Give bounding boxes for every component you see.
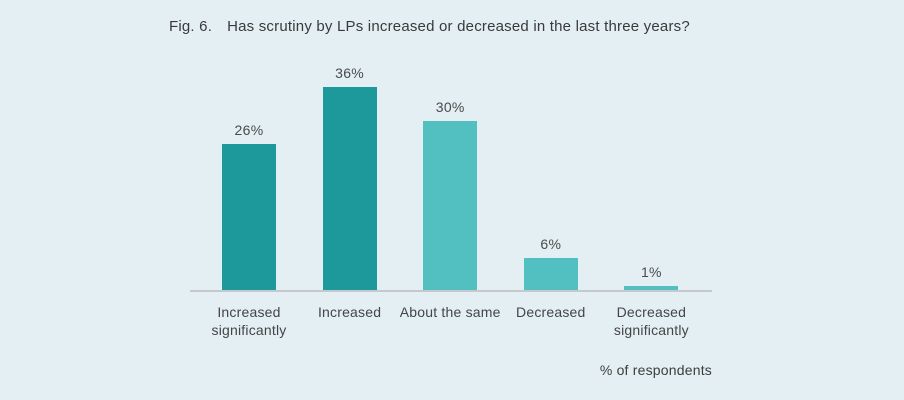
category-label-decreased: Decreased xyxy=(516,304,586,320)
figure-number: Fig. 6. xyxy=(169,18,213,35)
category-label-about-the-same: About the same xyxy=(399,304,501,320)
category-label-increased-significantly: Increased significantly xyxy=(211,304,287,338)
category-label-increased: Increased xyxy=(317,304,382,320)
value-label-increased: 36% xyxy=(335,64,365,81)
bar-increased xyxy=(322,86,377,292)
figure-question: Has scrutiny by LPs increased or decreas… xyxy=(227,18,690,35)
value-label-about-the-same: 30% xyxy=(435,99,465,115)
bar-about-the-same xyxy=(423,121,478,292)
bar-decreased xyxy=(523,257,578,292)
value-label-increased-significantly: 26% xyxy=(234,121,264,138)
category-label-decreased-significantly: Decreased significantly xyxy=(613,304,689,338)
bar-decreased-significantly xyxy=(624,286,679,292)
value-label-decreased-significantly: 1% xyxy=(640,264,662,281)
value-label-decreased: 6% xyxy=(540,235,562,252)
x-axis-line xyxy=(190,290,712,292)
axis-units-label: % of respondents xyxy=(599,362,712,378)
bar-increased-significantly xyxy=(222,143,276,292)
figure-title: Fig. 6. Has scrutiny by LPs increased or … xyxy=(169,18,690,35)
